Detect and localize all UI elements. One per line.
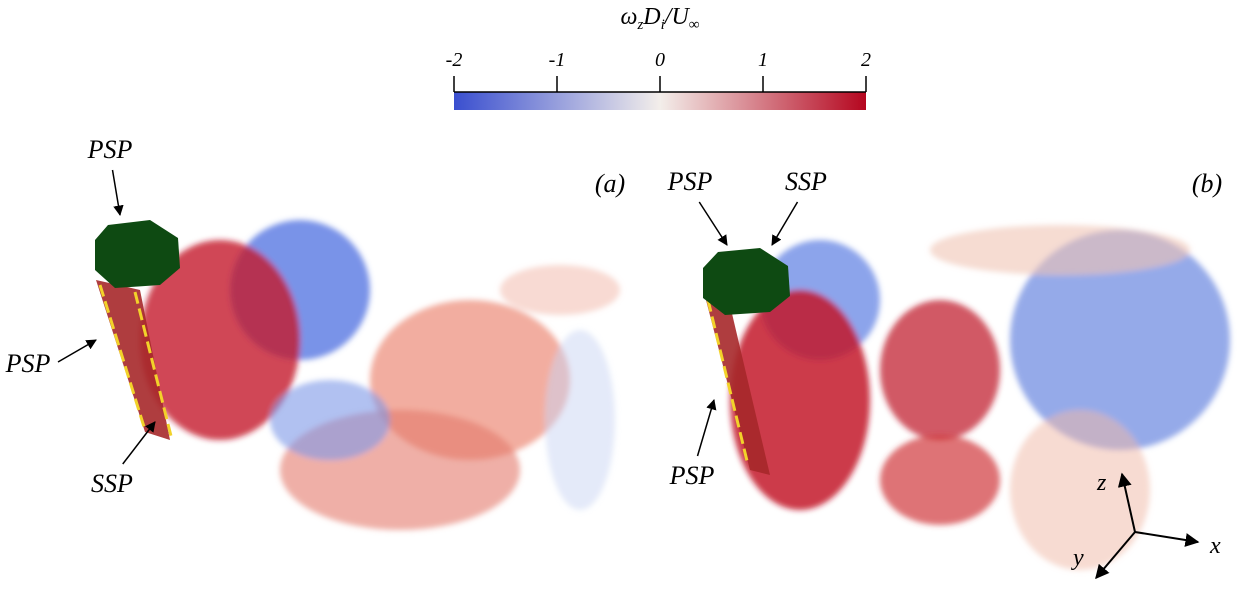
tick-label: -1 xyxy=(549,49,566,71)
colorbar-title: ωzDi/U∞ xyxy=(620,4,699,33)
t: ∞ xyxy=(689,17,700,33)
tick-label: -2 xyxy=(446,49,463,71)
annotation: PSP xyxy=(667,167,713,196)
axis-triad xyxy=(1095,472,1200,580)
annotation-arrow xyxy=(771,201,799,246)
axis-label: z xyxy=(1096,470,1107,496)
annotation: PSP xyxy=(87,135,133,164)
t: D xyxy=(642,4,660,30)
annotation-arrow xyxy=(57,339,97,363)
tick-label: 1 xyxy=(758,49,768,71)
annotation-arrow xyxy=(698,201,728,246)
t: U xyxy=(671,4,690,30)
annotation-arrow xyxy=(111,169,124,217)
t: z xyxy=(636,17,643,33)
cylinder-b xyxy=(706,300,770,475)
annotation: PSP xyxy=(5,349,51,378)
vortex-render-b xyxy=(730,225,1230,570)
cylinder-a xyxy=(96,280,170,440)
octagon-a xyxy=(95,220,180,288)
annotation-arrow xyxy=(122,421,156,465)
colorbar xyxy=(454,92,866,110)
t: i xyxy=(661,17,665,33)
annotation-arrow xyxy=(696,398,717,457)
panel-label: (a) xyxy=(595,169,625,198)
annotation: SSP xyxy=(91,469,133,498)
psp-line xyxy=(133,291,174,441)
panel-label: (b) xyxy=(1192,169,1222,198)
vortex-render-a xyxy=(140,220,620,530)
t: / xyxy=(663,4,674,30)
axis-label: x xyxy=(1209,533,1221,559)
t: ω xyxy=(620,4,637,30)
tick-label: 2 xyxy=(861,49,871,71)
axis-label: y xyxy=(1071,545,1084,571)
ssp-line xyxy=(98,284,147,431)
annotation: SSP xyxy=(785,167,827,196)
annotation: PSP xyxy=(669,461,715,490)
octagon-b xyxy=(703,248,790,315)
tick-label: 0 xyxy=(655,49,665,71)
psp-line xyxy=(706,299,750,466)
panel-divider xyxy=(628,115,636,591)
